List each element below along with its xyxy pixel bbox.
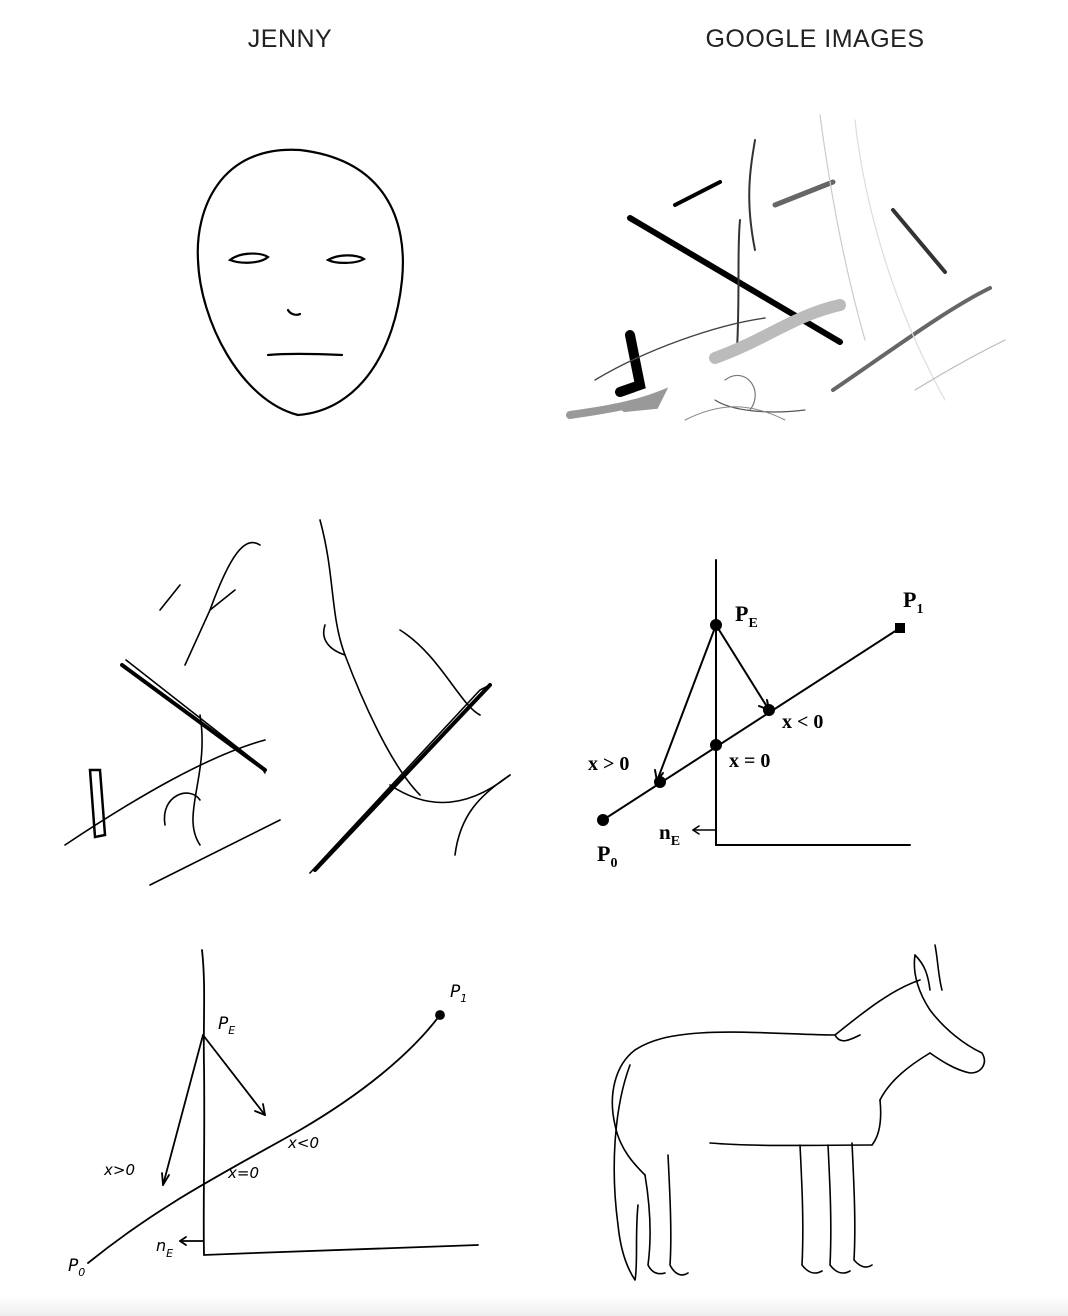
hand-label-p0: P bbox=[68, 1256, 79, 1276]
sketch-scribble bbox=[64, 519, 511, 886]
svg-text:PE: PE bbox=[735, 601, 758, 631]
svg-text:P1: P1 bbox=[903, 587, 923, 617]
point-pe bbox=[710, 619, 722, 631]
hand-segment bbox=[87, 1014, 441, 1264]
svg-text:nE: nE bbox=[659, 820, 680, 849]
bottom-edge-strip bbox=[0, 1296, 1068, 1316]
svg-text:nE: nE bbox=[156, 1236, 173, 1260]
hand-label-x-zero: x=0 bbox=[227, 1164, 259, 1182]
image-horse-drawing bbox=[611, 944, 986, 1281]
horse-belly bbox=[709, 1142, 873, 1147]
horse-neck-front bbox=[879, 1052, 931, 1101]
segment-p0-p1 bbox=[602, 627, 901, 821]
point-p1 bbox=[895, 623, 905, 633]
svg-text:PE: PE bbox=[218, 1014, 235, 1037]
hand-label-x-positive: x>0 bbox=[103, 1161, 135, 1179]
mouth bbox=[266, 352, 344, 357]
label-x-positive: x > 0 bbox=[588, 753, 629, 775]
horse-head bbox=[913, 954, 986, 1074]
hand-vertical-axis bbox=[201, 949, 479, 1256]
hand-label-x-negative: x<0 bbox=[287, 1134, 319, 1152]
label-x-zero: x = 0 bbox=[729, 750, 770, 772]
point-right bbox=[763, 704, 775, 716]
arrow-right bbox=[715, 624, 770, 711]
left-eye bbox=[227, 252, 270, 264]
hand-label-p1: P bbox=[450, 982, 461, 1002]
svg-text:P0: P0 bbox=[597, 841, 617, 871]
label-x-negative: x < 0 bbox=[782, 711, 823, 733]
right-eye bbox=[325, 254, 367, 264]
label-ne: n bbox=[659, 820, 671, 844]
label-p1: P bbox=[903, 587, 916, 612]
column-title-google-images: GOOGLE IMAGES bbox=[705, 25, 925, 53]
horse-tail bbox=[613, 1064, 639, 1281]
diagram-printed: PE P1 P0 nE x > 0 x = 0 x < 0 bbox=[588, 559, 923, 871]
label-p0: P bbox=[597, 841, 610, 866]
image-stroke-collage bbox=[566, 114, 1006, 421]
arrow-left bbox=[656, 624, 717, 782]
horse-chest bbox=[871, 1099, 882, 1146]
svg-text:P0: P0 bbox=[68, 1256, 85, 1279]
horse-rump bbox=[611, 1049, 646, 1176]
hand-label-ne: n bbox=[156, 1236, 166, 1255]
point-left bbox=[654, 776, 666, 788]
point-p0 bbox=[597, 814, 609, 826]
hand-label-pe: P bbox=[218, 1014, 229, 1034]
horse-mane bbox=[834, 979, 921, 1042]
label-pe: P bbox=[735, 601, 748, 626]
nose bbox=[286, 308, 302, 316]
svg-text:P1: P1 bbox=[450, 982, 467, 1005]
hand-point-p1 bbox=[435, 1010, 445, 1020]
horse-neck-back bbox=[634, 1031, 836, 1051]
column-title-jenny: JENNY bbox=[247, 25, 333, 53]
sketch-face bbox=[196, 148, 404, 417]
point-middle bbox=[710, 739, 722, 751]
face-outline bbox=[196, 148, 404, 417]
sketch-diagram: PE P1 P0 nE x>0 x=0 x<0 bbox=[68, 949, 479, 1279]
